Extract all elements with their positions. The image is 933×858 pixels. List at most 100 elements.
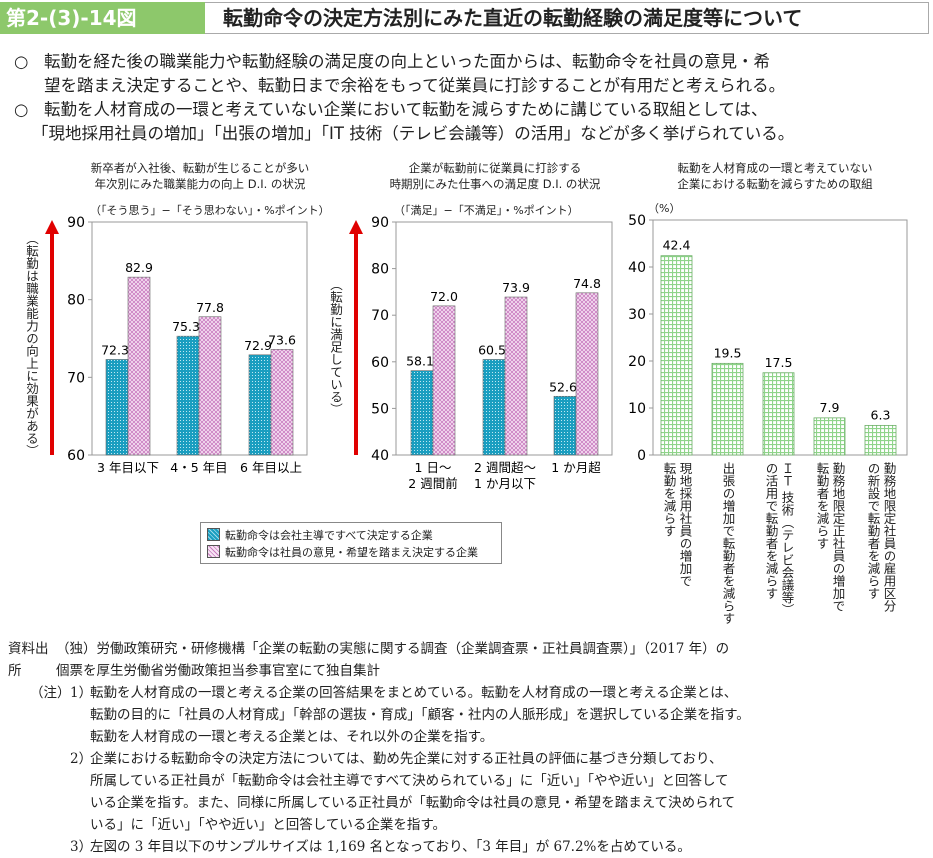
chart3-bar xyxy=(864,424,897,456)
source-line: （独）労働政策研究・研修機構「企業の転勤の実態に関する調査（企業調査票・正社員調… xyxy=(56,641,730,657)
chart2-title-line: 企業が転勤前に従業員に打診する xyxy=(408,161,582,175)
note-line: いる企業を指す。また、同様に所属している正社員が「転勤命令は社員の意見・希望を踏… xyxy=(90,795,736,811)
chart2-data-label: 52.6 xyxy=(549,379,577,394)
chart3-bar xyxy=(762,372,795,456)
note-number: 3） xyxy=(70,839,93,855)
chart3-ytick-label: 40 xyxy=(628,260,646,276)
chart1-bar-s1 xyxy=(248,354,272,456)
chart3-title-line: 転勤を人材育成の一環と考えていない xyxy=(677,161,873,175)
chart1-category-label: 4・5 年目 xyxy=(170,460,227,475)
chart3-category-line: 転勤者を減らす xyxy=(814,462,830,550)
chart2-arrow-head-icon xyxy=(349,220,363,234)
chart1-title: 新卒者が入社後、転勤が生じることが多い 年次別にみた職業能力の向上 D.I. の… xyxy=(60,160,340,192)
chart1-unit: （「そう思う」−「そう思わない」・%ポイント） xyxy=(90,204,330,217)
legend-item: 転勤命令は社員の意見・希望を踏まえ決定する企業 xyxy=(207,543,495,560)
chart2-unit: （「満足」−「不満足」・%ポイント） xyxy=(394,204,579,217)
chart2-ytick-label: 60 xyxy=(371,355,389,371)
chart1-ytick-label: 80 xyxy=(67,293,85,309)
chart3-category-line: ＩＴ 技術（テレビ会議等） xyxy=(779,462,795,616)
chart2-data-label: 60.5 xyxy=(478,342,506,357)
chart2-bar-s2 xyxy=(575,292,599,456)
note-label: （注） xyxy=(30,685,71,701)
chart3-category-line: 現地採用社員の増加で xyxy=(677,462,693,587)
chart2-bar-s2 xyxy=(504,296,528,456)
chart2-bar-s1 xyxy=(553,395,577,456)
chart1-bar-s2 xyxy=(127,276,151,456)
chart1-ylabel: （転勤は職業能力の向上に効果がある） xyxy=(24,232,39,457)
chart2-ytick-label: 80 xyxy=(371,262,389,278)
note-items: 1） 転勤を人材育成の一環と考える企業の回答結果をまとめている。転勤を人材育成の一… xyxy=(70,682,750,858)
note-item: 1） 転勤を人材育成の一環と考える企業の回答結果をまとめている。転勤を人材育成の一… xyxy=(70,682,750,748)
legend-label: 転勤命令は社員の意見・希望を踏まえ決定する企業 xyxy=(225,545,478,559)
chart3-category-label: 出張の増加で転勤者を減らす xyxy=(720,462,736,625)
chart2-ytick-label: 40 xyxy=(371,448,389,464)
note-item: 3） 左図の 3 年目以下のサンプルサイズは 1,169 名となっており、「3 年… xyxy=(70,836,750,858)
chart1-title-line: 新卒者が入社後、転勤が生じることが多い xyxy=(90,161,310,175)
chart3-data-label: 17.5 xyxy=(765,355,793,370)
bullet-text: 「現地採用社員の増加」「出張の増加」「IT 技術（テレビ会議等）の活用」などが多… xyxy=(32,124,795,143)
chart1-bar-s2 xyxy=(198,316,222,456)
chart3-unit: （%） xyxy=(648,202,681,215)
chart3-bar xyxy=(660,255,693,456)
chart2-bar-s1 xyxy=(482,359,506,456)
chart1-data-label: 72.3 xyxy=(101,342,129,357)
chart1-ytick-label: 90 xyxy=(67,215,85,231)
legend-swatch-pink xyxy=(207,545,220,558)
bullet-marker: ○ xyxy=(14,52,29,71)
bullet-text: 転勤を経た後の職業能力や転勤経験の満足度の向上といった面からは、転勤命令を社員の… xyxy=(44,52,770,71)
chart2-category-label: 2 週間超〜 xyxy=(474,460,536,475)
note-number: 2） xyxy=(70,751,93,767)
bullet-text: 望を踏まえ決定することや、転勤日まで余裕をもって従業員に打診することが有用だと考… xyxy=(44,76,786,95)
chart3-category-line: 勤務地限定正社員の増加で xyxy=(830,462,846,612)
chart3-ytick-label: 30 xyxy=(628,307,646,323)
chart3-ytick-label: 10 xyxy=(628,401,646,417)
chart2-category-label: 1 か月以下 xyxy=(474,476,536,491)
chart2-ylabel: （転勤に満足している） xyxy=(328,278,343,416)
chart2-ytick-label: 90 xyxy=(371,215,389,231)
chart2-data-label: 74.8 xyxy=(573,276,601,291)
bullet-marker: ○ xyxy=(14,100,29,119)
chart2-ytick-label: 70 xyxy=(371,308,389,324)
chart3-ytick-label: 0 xyxy=(637,448,646,464)
figure-number: 第2-(3)-14図 xyxy=(0,2,205,34)
chart2-data-label: 58.1 xyxy=(406,354,434,369)
note-item: 2） 企業における転勤命令の決定方法については、勤め先企業に対する正社員の評価に基… xyxy=(70,748,750,836)
chart3-category-line: 出張の増加で転勤者を減らす xyxy=(720,462,736,625)
chart2-category-label: 1 日〜 xyxy=(415,460,452,475)
chart1-data-label: 73.6 xyxy=(268,332,296,347)
chart2-ytick-label: 50 xyxy=(371,401,389,417)
chart3-category-label: ＩＴ 技術（テレビ会議等） の活用で転勤者を減らす xyxy=(763,462,795,616)
figure-title: 転勤命令の決定方法別にみた直近の転勤経験の満足度等について xyxy=(205,2,929,34)
chart3-title-line: 企業における転勤を減らすための取組 xyxy=(677,177,873,191)
chart1-category-label: 6 年目以上 xyxy=(240,460,302,475)
legend-item: 転勤命令は会社主導ですべて決定する企業 xyxy=(207,526,495,543)
chart1-bar-s2 xyxy=(270,349,294,456)
bullet-1: ○ 転勤を経た後の職業能力や転勤経験の満足度の向上といった面からは、転勤命令を社員… xyxy=(14,50,929,98)
chart3-category-label: 勤務地限定社員の雇用区分 の新設で転勤者を減らす xyxy=(865,462,897,612)
chart2-title: 企業が転勤前に従業員に打診する 時期別にみた仕事への満足度 D.I. の状況 xyxy=(360,160,630,192)
chart2-data-label: 72.0 xyxy=(430,289,458,304)
chart3-category-label: 勤務地限定正社員の増加で 転勤者を減らす xyxy=(814,462,846,612)
source-line: 個票を厚生労働省労働政策担当参事官室にて独自集計 xyxy=(56,663,380,679)
legend-swatch-blue xyxy=(207,528,220,541)
note-line: 転勤を人材育成の一環と考える企業の回答結果をまとめている。転勤を人材育成の一環と… xyxy=(90,685,738,701)
chart1-ytick-label: 60 xyxy=(67,448,85,464)
chart3-bar xyxy=(711,362,744,456)
chart1-data-label: 75.3 xyxy=(172,319,200,334)
charts-canvas: 60 70 80 90 72.3 82.9 3 年目以下 75.3 77.8 4・5 年目 72.9… xyxy=(45,213,908,491)
note-line: 転勤の目的に「社員の人材育成」「幹部の選抜・育成」「顧客・社内の人脈形成」を選択… xyxy=(90,707,750,723)
note-number: 1） xyxy=(70,685,93,701)
chart1-arrow-head-icon xyxy=(45,220,59,234)
legend-label: 転勤命令は会社主導ですべて決定する企業 xyxy=(225,528,433,542)
chart1-data-label: 72.9 xyxy=(244,338,272,353)
chart1-title-line: 年次別にみた職業能力の向上 D.I. の状況 xyxy=(94,177,306,191)
chart3-data-label: 7.9 xyxy=(820,400,840,415)
chart3-category-line: 転勤を減らす xyxy=(661,462,677,537)
chart2-bar-s2 xyxy=(432,305,456,456)
chart3-data-label: 42.4 xyxy=(663,238,691,253)
note-line: 左図の 3 年目以下のサンプルサイズは 1,169 名となっており、「3 年目」… xyxy=(90,839,691,855)
chart2-title-line: 時期別にみた仕事への満足度 D.I. の状況 xyxy=(389,177,601,191)
chart1-ytick-label: 70 xyxy=(67,370,85,386)
chart1-category-label: 3 年目以下 xyxy=(97,460,159,475)
chart3-bar xyxy=(813,417,846,456)
